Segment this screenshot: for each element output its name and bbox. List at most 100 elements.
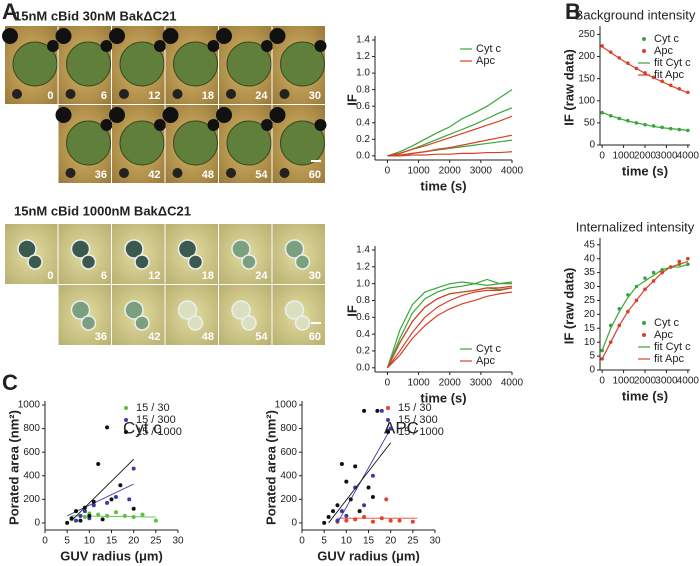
frame-time: 36 (95, 169, 107, 181)
data-point (109, 497, 114, 502)
data-point (353, 464, 358, 469)
data-point (91, 499, 96, 504)
fit-line (71, 458, 134, 521)
vesicle (2, 28, 18, 44)
legend-label: 15 / 300 (398, 414, 438, 426)
y-tick-label: 600 (23, 447, 40, 458)
vesicle (207, 119, 220, 131)
x-tick-label: 0 (599, 151, 605, 162)
y-axis-label: IF (344, 305, 359, 317)
x-tick-label: 20 (128, 536, 140, 547)
y-tick-label: 0.4 (356, 329, 370, 340)
data-point (397, 518, 402, 523)
vesicle (134, 315, 150, 331)
frame-time: 48 (202, 331, 214, 343)
x-tick-label: 0 (42, 536, 48, 547)
data-point (131, 466, 136, 471)
frame-time: 30 (309, 90, 321, 102)
vesicle (17, 239, 37, 259)
legend-label: Cyt c (476, 43, 502, 55)
fit-line (328, 442, 392, 524)
x-axis-label: time (s) (420, 390, 466, 405)
vesicle (134, 254, 150, 270)
frame-time: 0 (47, 90, 53, 102)
x-tick-label: 5 (64, 536, 70, 547)
legend-label: fit Apc (654, 353, 684, 365)
data-point (339, 509, 344, 514)
data-point (322, 520, 327, 525)
data-point (375, 408, 380, 413)
x-axis-label: GUV radius (μm) (317, 548, 420, 563)
vesicle (119, 120, 165, 166)
legend-marker (124, 418, 128, 422)
frame-time: 60 (309, 169, 321, 181)
y-tick-label: 600 (280, 447, 297, 458)
legend-label: 15 / 30 (398, 402, 432, 414)
y-tick-label: 25 (584, 295, 596, 306)
y-tick-label: 10 (584, 337, 596, 348)
vesicle (119, 41, 165, 87)
data-point (96, 461, 101, 466)
data-point (91, 503, 96, 508)
vesicle (314, 119, 327, 131)
data-point (78, 518, 83, 523)
data-line (601, 260, 689, 360)
vesicle (241, 315, 257, 331)
legend-label: 15 / 1000 (398, 426, 444, 438)
data-point (65, 520, 70, 525)
data-point (113, 494, 118, 499)
y-axis-label: IF (344, 94, 359, 106)
y-tick-label: 800 (280, 423, 297, 434)
data-line (601, 111, 688, 132)
x-tick-label: 25 (150, 536, 162, 547)
x-tick-label: 10 (341, 536, 353, 547)
legend-marker (124, 430, 128, 434)
frame-time: 24 (255, 90, 268, 102)
data-point (344, 479, 349, 484)
data-point (87, 513, 92, 518)
data-point (326, 515, 331, 520)
x-tick-label: 4000 (677, 376, 700, 387)
x-tick-label: 25 (407, 536, 419, 547)
vesicle (173, 41, 218, 87)
y-tick-label: 1.0 (356, 68, 370, 79)
row-title: 15nM cBid 30nM BakΔC21 (14, 8, 177, 23)
data-point (82, 509, 87, 514)
vesicle (100, 40, 113, 52)
frame-time: 6 (101, 90, 107, 102)
vesicle (216, 28, 232, 44)
legend-label: Apc (476, 55, 495, 67)
vesicle (226, 41, 272, 87)
x-tick-label: 3000 (470, 166, 493, 177)
data-point (686, 256, 690, 261)
vesicle (12, 41, 58, 87)
frame-time: 42 (148, 169, 160, 181)
vesicle (177, 300, 198, 320)
row-title: 15nM cBid 1000nM BakΔC21 (14, 203, 191, 218)
data-point (105, 425, 110, 430)
y-tick-label: 1.2 (356, 51, 370, 62)
vesicle (47, 40, 59, 52)
vesicle (280, 41, 325, 87)
legend-marker (386, 430, 390, 434)
data-point (379, 408, 384, 413)
x-tick-label: 1000 (612, 151, 635, 162)
data-point (651, 270, 656, 275)
y-tick-label: 0 (34, 518, 40, 529)
vesicle (314, 40, 327, 52)
y-tick-label: 0.6 (356, 101, 370, 112)
vesicle (162, 28, 179, 44)
vesicle (154, 40, 166, 52)
x-tick-label: 3000 (655, 376, 678, 387)
legend-marker (642, 333, 646, 337)
vesicle (279, 168, 290, 178)
vesicle (261, 40, 273, 52)
vesicle (226, 89, 236, 99)
data-point (366, 485, 371, 490)
legend-marker (642, 321, 646, 325)
legend-label: fit Apc (654, 69, 684, 81)
vesicle (70, 239, 91, 259)
vesicle (124, 300, 144, 320)
legend-label: fit Cyt c (654, 341, 691, 353)
